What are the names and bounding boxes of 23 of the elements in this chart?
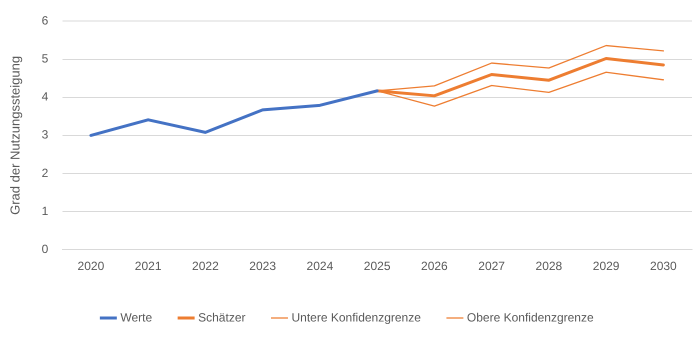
- y-tick-label: 2: [42, 166, 49, 180]
- x-tick-label: 2029: [592, 259, 620, 274]
- y-tick-label: 5: [42, 52, 49, 66]
- y-tick-label: 0: [42, 242, 49, 256]
- y-tick-label: 6: [42, 14, 49, 28]
- x-tick-label: 2025: [364, 259, 391, 274]
- x-tick-label: 2022: [192, 259, 220, 274]
- legend-label: Schätzer: [198, 310, 246, 324]
- legend-label: Untere Konfidenzgrenze: [291, 310, 422, 324]
- x-tick-label: 2026: [421, 259, 448, 274]
- y-axis-title: Grad der Nutzungssteigung: [7, 56, 22, 215]
- x-tick-label: 2027: [478, 259, 506, 274]
- x-tick-label: 2020: [78, 259, 105, 274]
- x-tick-label: 2030: [650, 259, 678, 274]
- y-tick-label: 3: [42, 128, 49, 142]
- legend-label: Obere Konfidenzgrenze: [466, 310, 594, 324]
- legend-label: Werte: [120, 310, 152, 324]
- x-tick-label: 2021: [134, 259, 162, 274]
- x-tick-label: 2024: [306, 259, 334, 274]
- x-tick-label: 2023: [249, 259, 276, 274]
- y-tick-label: 4: [42, 90, 49, 104]
- y-tick-label: 1: [42, 204, 49, 218]
- x-tick-label: 2028: [536, 259, 563, 274]
